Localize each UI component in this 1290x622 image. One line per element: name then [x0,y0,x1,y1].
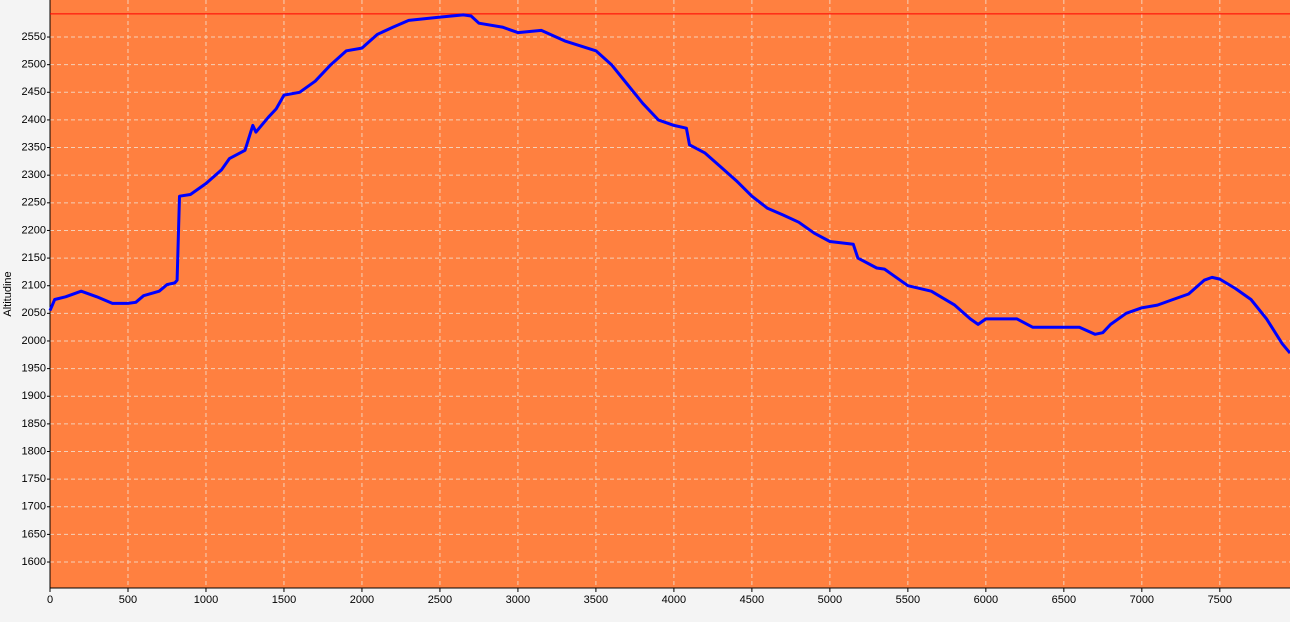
y-tick-label: 2250 [22,197,46,209]
y-tick-label: 2050 [22,307,46,319]
x-tick-label: 0 [47,594,53,606]
y-tick-label: 2200 [22,224,46,236]
plot-area [50,0,1290,588]
y-tick-label: 2500 [22,59,46,71]
y-tick-label: 1900 [22,390,46,402]
y-tick-label: 2550 [22,31,46,43]
y-tick-label: 1850 [22,418,46,430]
x-tick-label: 7000 [1130,594,1154,606]
x-tick-label: 6500 [1052,594,1076,606]
y-tick-label: 2300 [22,169,46,181]
x-tick-label: 3000 [506,594,530,606]
y-tick-label: 1750 [22,473,46,485]
x-tick-label: 2500 [428,594,452,606]
y-tick-label: 2400 [22,114,46,126]
x-tick-label: 3500 [584,594,608,606]
y-tick-label: 2450 [22,86,46,98]
x-tick-label: 500 [119,594,137,606]
y-tick-label: 2150 [22,252,46,264]
y-tick-label: 2100 [22,280,46,292]
x-tick-label: 4500 [740,594,764,606]
y-tick-label: 1950 [22,363,46,375]
x-tick-label: 5500 [896,594,920,606]
x-tick-label: 7500 [1208,594,1232,606]
y-tick-label: 1600 [22,556,46,568]
y-axis-label: Altitudine [2,271,14,316]
y-tick-label: 2000 [22,335,46,347]
x-tick-label: 1500 [272,594,296,606]
x-tick-label: 1000 [194,594,218,606]
y-tick-label: 1650 [22,528,46,540]
y-tick-label: 1700 [22,501,46,513]
y-tick-label: 2350 [22,141,46,153]
y-tick-label: 1800 [22,445,46,457]
x-tick-label: 6000 [974,594,998,606]
elevation-line [48,13,1290,355]
x-tick-label: 2000 [350,594,374,606]
x-tick-label: 4000 [662,594,686,606]
x-tick-label: 5000 [818,594,842,606]
